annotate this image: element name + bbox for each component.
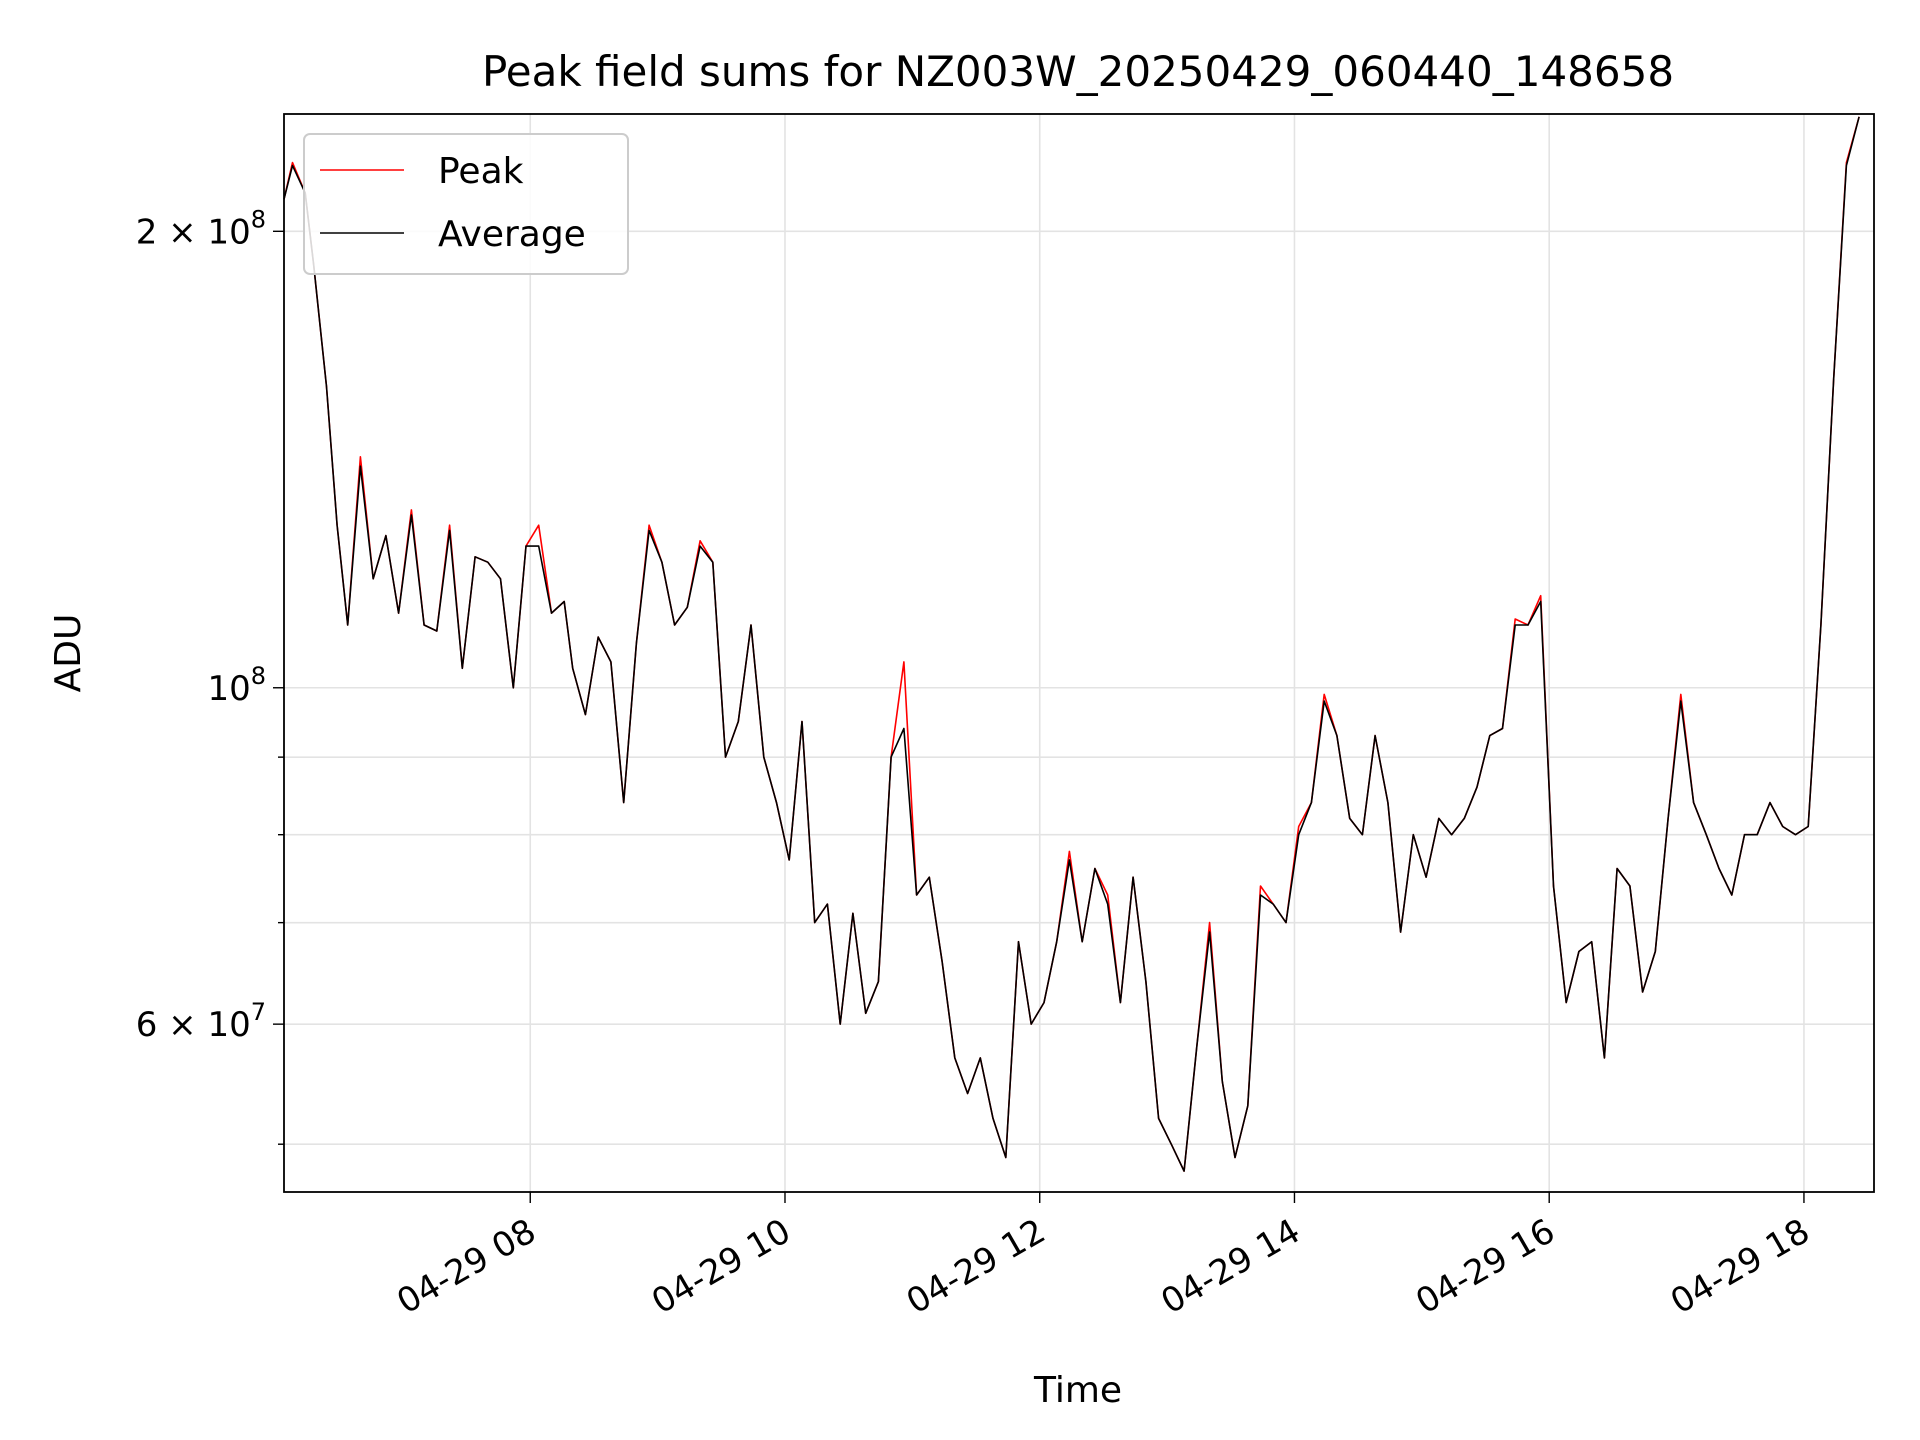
x-tick-label: 04-29 08 bbox=[390, 1211, 542, 1322]
x-tick-label: 04-29 16 bbox=[1409, 1211, 1561, 1322]
y-tick-label: 108 bbox=[207, 662, 266, 709]
y-tick-label: 2 × 108 bbox=[136, 205, 266, 252]
legend-average-label: Average bbox=[438, 214, 586, 255]
x-tick-label: 04-29 14 bbox=[1155, 1211, 1307, 1322]
grid bbox=[284, 114, 1874, 1192]
y-tick-label-exponent: 8 bbox=[251, 662, 266, 690]
y-tick-label: 6 × 107 bbox=[136, 998, 266, 1045]
lines bbox=[283, 116, 1860, 1172]
y-tick-label-exponent: 7 bbox=[251, 998, 266, 1026]
legend-peak-label: Peak bbox=[438, 151, 524, 192]
x-tick-label: 04-29 10 bbox=[645, 1211, 797, 1322]
series-average-line bbox=[283, 116, 1860, 1172]
y-tick-label-exponent: 8 bbox=[251, 205, 266, 233]
legend: Peak Average bbox=[303, 133, 629, 275]
y-tick-label-base: 6 × 10 bbox=[136, 1005, 251, 1045]
y-tick-label-base: 10 bbox=[207, 669, 250, 709]
x-tick-label: 04-29 12 bbox=[900, 1211, 1052, 1322]
y-axis-label: ADU bbox=[48, 614, 89, 693]
x-axis-ticks: 04-29 08 04-29 10 04-29 12 04-29 14 04-29 16… bbox=[390, 1192, 1816, 1322]
y-tick-label-base: 2 × 10 bbox=[136, 212, 251, 252]
x-axis-label: Time bbox=[1033, 1370, 1122, 1411]
legend-box bbox=[303, 133, 629, 275]
axes-frame bbox=[283, 113, 1875, 1193]
x-tick-label: 04-29 18 bbox=[1664, 1211, 1816, 1322]
chart-title: Peak field sums for NZ003W_20250429_0604… bbox=[482, 47, 1674, 96]
